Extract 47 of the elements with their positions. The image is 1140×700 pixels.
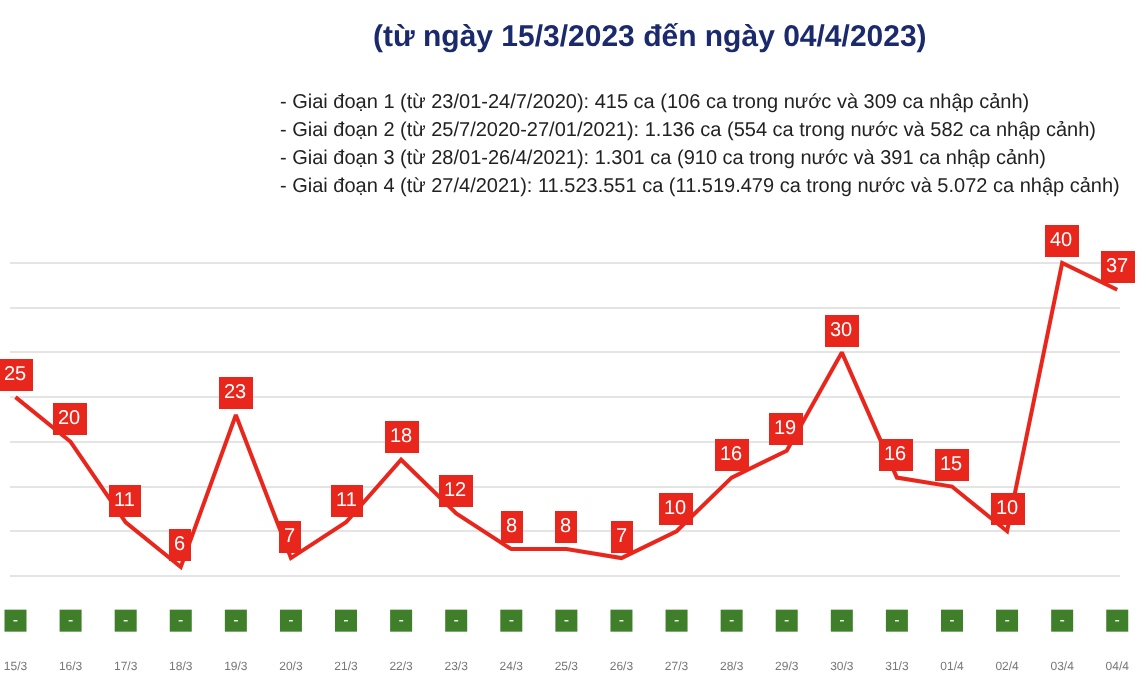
data-label: 30 <box>830 320 854 342</box>
data-label: 10 <box>664 498 688 520</box>
data-label: - <box>123 610 130 629</box>
data-label: - <box>728 610 735 629</box>
data-label: 7 <box>616 526 628 548</box>
data-label: - <box>508 610 515 629</box>
data-label: - <box>1059 610 1066 629</box>
data-label: - <box>1004 610 1011 629</box>
chart-title: (từ ngày 15/3/2023 đến ngày 04/4/2023) <box>372 19 927 54</box>
text: - Giai đoạn 2 (từ 25/7/2020-27/01/2021): 1.136 ca (554 ca trong nước và 582 ca nhập cảnh) <box>280 120 1096 142</box>
data-label: - <box>12 610 19 629</box>
data-label: - <box>1114 610 1121 629</box>
data-label: 6 <box>174 534 186 556</box>
data-label: 16 <box>720 444 744 466</box>
data-label: - <box>563 610 570 629</box>
data-label: - <box>288 610 295 629</box>
data-label: 8 <box>560 516 572 538</box>
data-label: - <box>67 610 74 629</box>
data-label: 40 <box>1050 230 1074 252</box>
data-label: 11 <box>336 490 358 512</box>
data-label: 25 <box>4 364 28 386</box>
data-label: - <box>839 610 846 629</box>
data-label: 7 <box>284 526 296 548</box>
data-label: 8 <box>506 516 518 538</box>
data-label: - <box>618 610 625 629</box>
data-label: 37 <box>1106 256 1130 278</box>
data-label: - <box>398 610 405 629</box>
data-label: 15 <box>940 454 964 476</box>
data-label: 16 <box>884 444 908 466</box>
data-label: - <box>949 610 956 629</box>
text: - Giai đoạn 1 (từ 23/01-24/7/2020): 415 ca (106 ca trong nước và 309 ca nhập cảnh) <box>280 92 1030 114</box>
data-label: - <box>784 610 791 629</box>
data-label: - <box>673 610 680 629</box>
data-label: 23 <box>224 382 248 404</box>
data-label: 18 <box>390 426 414 448</box>
data-label: - <box>453 610 460 629</box>
data-label: - <box>178 610 185 629</box>
data-label: - <box>894 610 901 629</box>
data-label: 19 <box>774 418 798 440</box>
data-label: 20 <box>58 408 82 430</box>
text: - Giai đoạn 4 (từ 27/4/2021): 11.523.551 ca (11.519.479 ca trong nước và 5.072 ca nhập cảnh) <box>280 176 1120 198</box>
data-label: 11 <box>114 490 136 512</box>
data-label: - <box>233 610 240 629</box>
data-label: 10 <box>996 498 1020 520</box>
data-label: - <box>343 610 350 629</box>
data-label: 12 <box>444 480 468 502</box>
text: - Giai đoạn 3 (từ 28/01-26/4/2021): 1.301 ca (910 ca trong nước và 391 ca nhập cảnh) <box>280 148 1046 170</box>
